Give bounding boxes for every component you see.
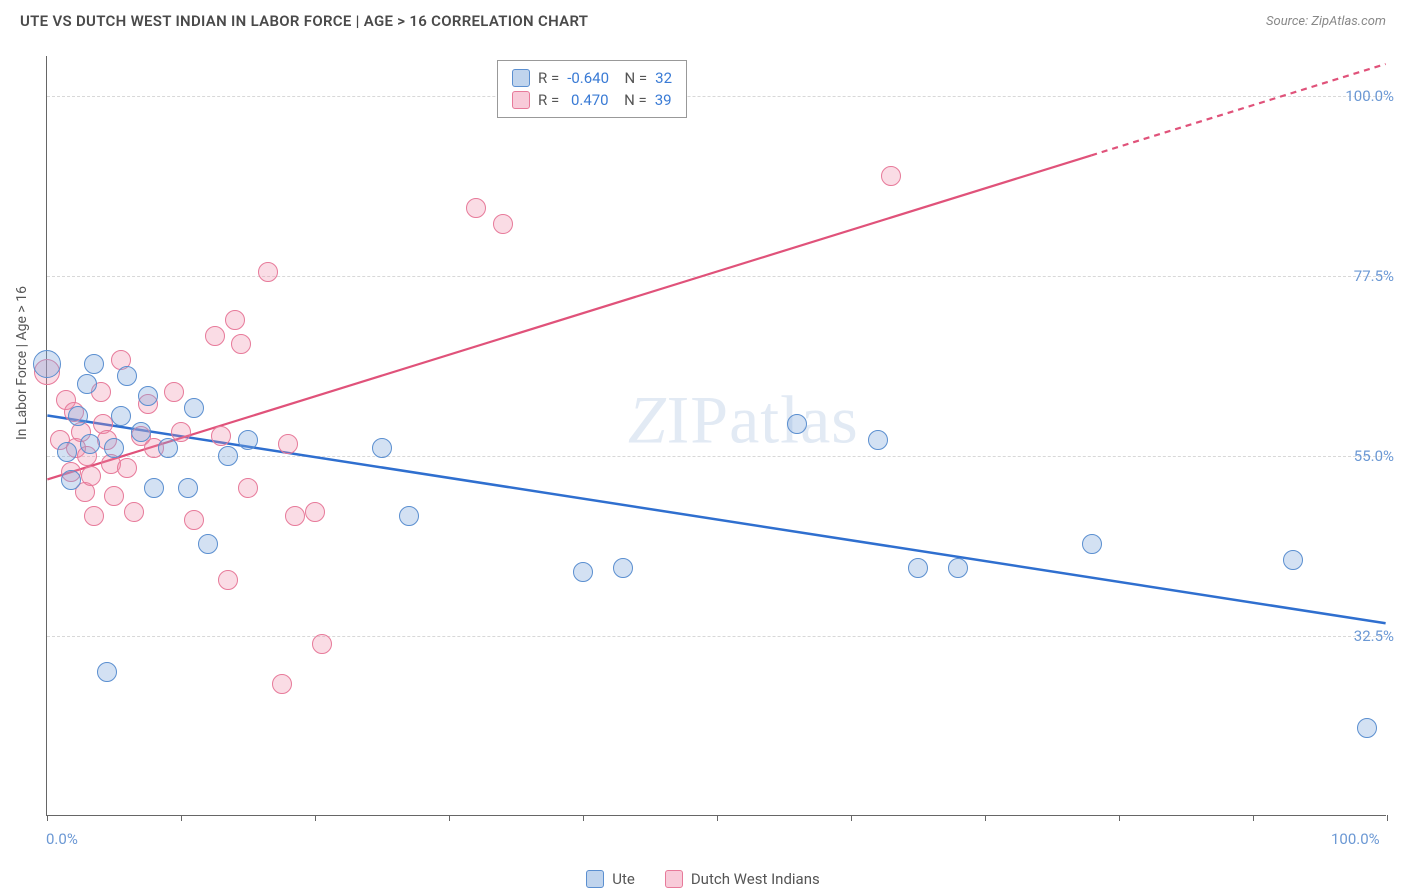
data-point-ute xyxy=(138,386,158,406)
x-tick xyxy=(1387,815,1388,821)
x-tick xyxy=(315,815,316,821)
data-point-ute xyxy=(1283,550,1303,570)
x-tick-label: 0.0% xyxy=(46,830,78,848)
data-point-dwi xyxy=(312,634,332,654)
gridline xyxy=(47,456,1386,457)
legend-swatch-pink-icon xyxy=(665,870,683,888)
data-point-ute xyxy=(117,366,137,386)
data-point-ute xyxy=(158,438,178,458)
data-point-ute xyxy=(573,562,593,582)
chart-source: Source: ZipAtlas.com xyxy=(1266,14,1386,29)
data-point-ute xyxy=(868,430,888,450)
data-point-ute xyxy=(104,438,124,458)
data-point-ute xyxy=(57,442,77,462)
y-axis-label: In Labor Force | Age > 16 xyxy=(14,286,30,440)
data-point-dwi xyxy=(124,502,144,522)
data-point-dwi xyxy=(225,310,245,330)
stats-r-label: R = xyxy=(538,69,559,87)
data-point-dwi xyxy=(285,506,305,526)
data-point-ute xyxy=(948,558,968,578)
stats-n-ute: 32 xyxy=(655,69,672,87)
data-point-dwi xyxy=(218,570,238,590)
data-point-dwi xyxy=(184,510,204,530)
data-point-dwi xyxy=(305,502,325,522)
stats-row-ute: R = -0.640 N = 32 xyxy=(512,67,672,89)
data-point-ute xyxy=(184,398,204,418)
x-tick xyxy=(449,815,450,821)
chart-plot-area: ZIPatlas R = -0.640 N = 32 R = 0.470 N =… xyxy=(46,56,1386,816)
data-point-dwi xyxy=(493,214,513,234)
data-point-dwi xyxy=(238,478,258,498)
stats-n-dwi: 39 xyxy=(655,91,672,109)
data-point-ute xyxy=(68,406,88,426)
data-point-dwi xyxy=(278,434,298,454)
x-tick xyxy=(181,815,182,821)
legend-label-dwi: Dutch West Indians xyxy=(691,870,820,888)
data-point-ute xyxy=(1357,718,1377,738)
legend-item-dwi: Dutch West Indians xyxy=(665,870,820,888)
data-point-dwi xyxy=(84,506,104,526)
legend-label-ute: Ute xyxy=(612,870,635,888)
data-point-ute xyxy=(178,478,198,498)
swatch-pink-icon xyxy=(512,91,530,109)
data-point-ute xyxy=(61,470,81,490)
data-point-ute xyxy=(144,478,164,498)
gridline xyxy=(47,636,1386,637)
data-point-dwi xyxy=(171,422,191,442)
gridline xyxy=(47,96,1386,97)
data-point-dwi xyxy=(231,334,251,354)
y-tick-label: 77.5% xyxy=(1354,267,1394,285)
data-point-ute xyxy=(372,438,392,458)
x-tick xyxy=(583,815,584,821)
x-tick xyxy=(851,815,852,821)
data-point-ute xyxy=(97,662,117,682)
gridline xyxy=(47,276,1386,277)
x-tick xyxy=(1119,815,1120,821)
stats-row-dwi: R = 0.470 N = 39 xyxy=(512,89,672,111)
y-tick-label: 55.0% xyxy=(1354,447,1394,465)
data-point-ute xyxy=(33,350,61,378)
data-point-ute xyxy=(80,434,100,454)
stats-r-dwi: 0.470 xyxy=(567,91,608,109)
data-point-ute xyxy=(111,406,131,426)
y-tick-label: 100.0% xyxy=(1345,87,1394,105)
x-tick xyxy=(1253,815,1254,821)
x-tick xyxy=(717,815,718,821)
data-point-dwi xyxy=(117,458,137,478)
legend-swatch-blue-icon xyxy=(586,870,604,888)
data-point-dwi xyxy=(272,674,292,694)
y-tick-label: 32.5% xyxy=(1354,627,1394,645)
stats-r-ute: -0.640 xyxy=(567,69,609,87)
data-point-ute xyxy=(84,354,104,374)
data-point-dwi xyxy=(881,166,901,186)
watermark: ZIPatlas xyxy=(628,381,859,460)
data-point-ute xyxy=(77,374,97,394)
stats-r-label: R = xyxy=(538,91,559,109)
data-point-ute xyxy=(613,558,633,578)
data-point-ute xyxy=(198,534,218,554)
data-point-ute xyxy=(218,446,238,466)
chart-title: UTE VS DUTCH WEST INDIAN IN LABOR FORCE … xyxy=(20,12,588,30)
data-point-dwi xyxy=(164,382,184,402)
data-point-dwi xyxy=(205,326,225,346)
data-point-ute xyxy=(1082,534,1102,554)
data-point-ute xyxy=(908,558,928,578)
data-point-ute xyxy=(399,506,419,526)
data-point-ute xyxy=(238,430,258,450)
data-point-dwi xyxy=(258,262,278,282)
x-tick xyxy=(985,815,986,821)
legend-item-ute: Ute xyxy=(586,870,635,888)
chart-header: UTE VS DUTCH WEST INDIAN IN LABOR FORCE … xyxy=(0,0,1406,38)
data-point-dwi xyxy=(211,426,231,446)
stats-legend-box: R = -0.640 N = 32 R = 0.470 N = 39 xyxy=(497,60,687,118)
data-point-dwi xyxy=(81,466,101,486)
data-point-ute xyxy=(131,422,151,442)
data-point-ute xyxy=(787,414,807,434)
data-point-dwi xyxy=(466,198,486,218)
legend-bottom: Ute Dutch West Indians xyxy=(0,870,1406,888)
swatch-blue-icon xyxy=(512,69,530,87)
x-tick-label: 100.0% xyxy=(1331,830,1380,848)
x-tick xyxy=(47,815,48,821)
data-point-dwi xyxy=(104,486,124,506)
